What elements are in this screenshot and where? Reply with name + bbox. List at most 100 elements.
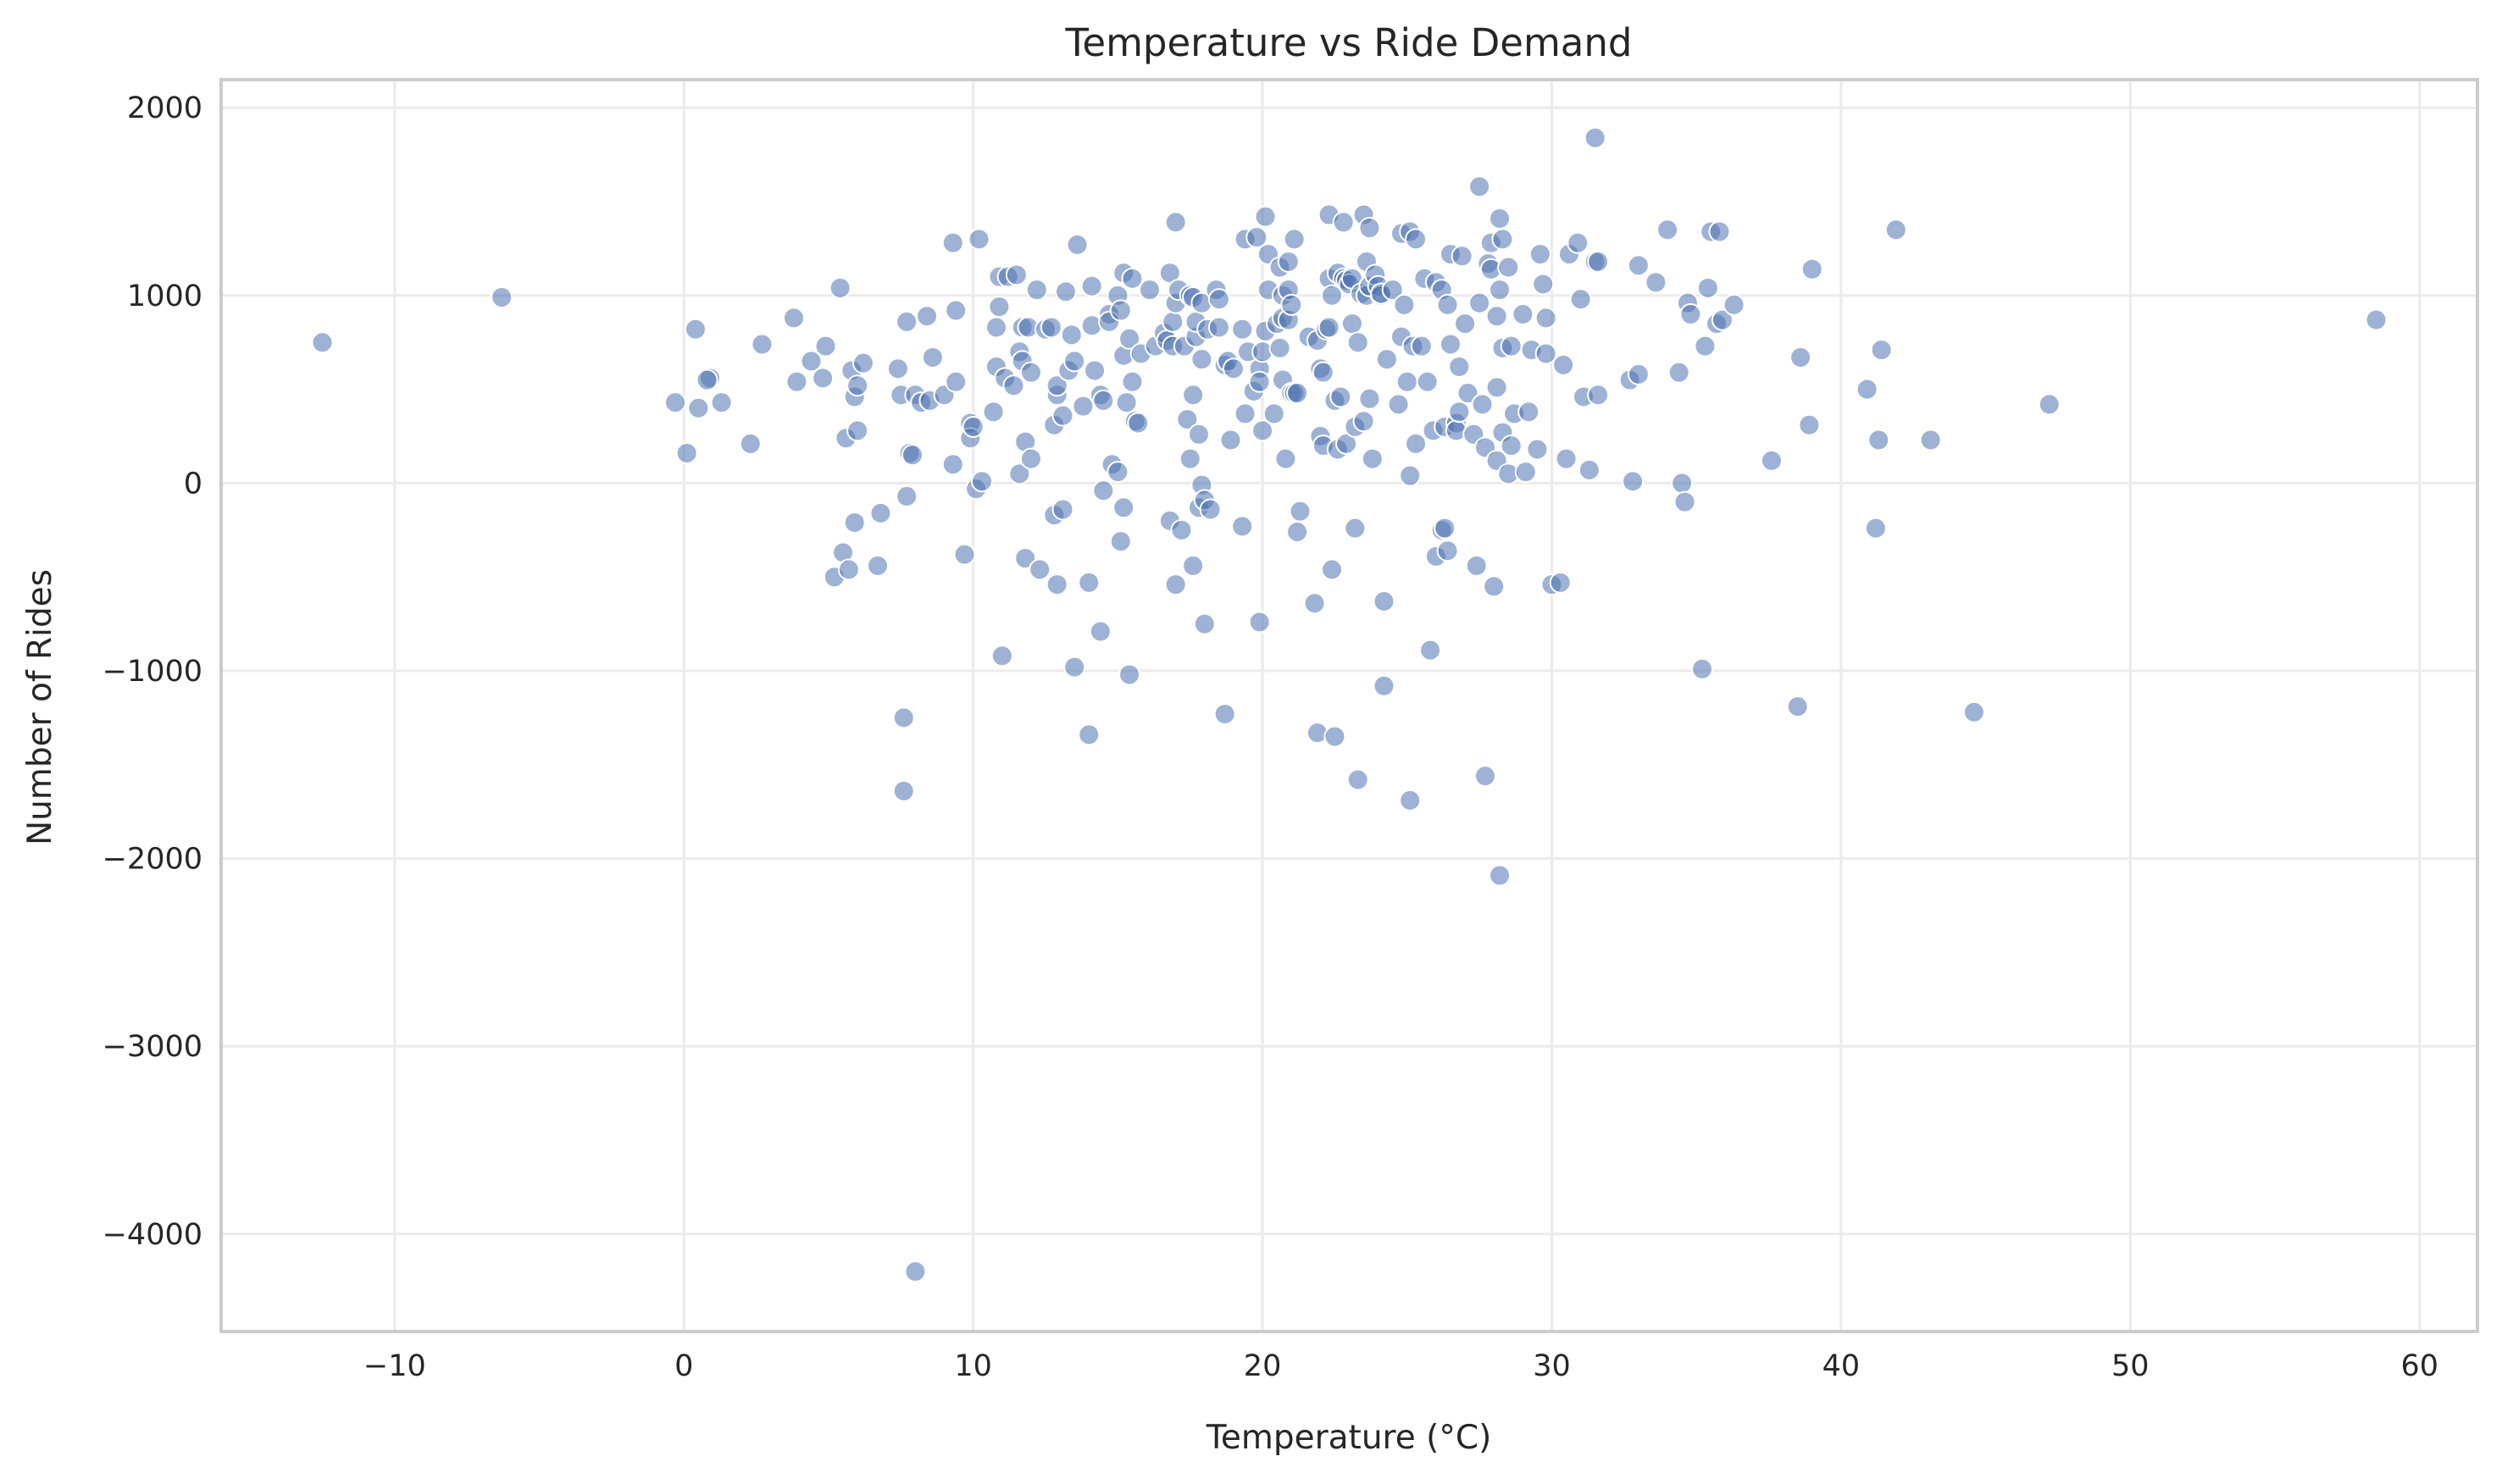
data-point bbox=[1361, 447, 1384, 470]
data-point bbox=[1627, 254, 1650, 277]
data-point bbox=[1080, 274, 1103, 297]
data-point bbox=[843, 511, 866, 534]
data-point bbox=[1517, 401, 1540, 424]
data-point bbox=[1207, 316, 1230, 339]
data-point bbox=[1500, 435, 1523, 457]
data-point bbox=[968, 228, 990, 251]
data-point bbox=[1454, 313, 1477, 335]
data-point bbox=[1448, 401, 1471, 424]
data-point bbox=[1387, 393, 1410, 416]
data-point bbox=[1489, 207, 1512, 230]
data-point bbox=[1471, 393, 1494, 416]
data-point bbox=[1262, 402, 1285, 425]
data-point bbox=[1395, 370, 1418, 393]
data-point bbox=[311, 331, 334, 354]
data-point bbox=[1534, 342, 1557, 365]
y-tick-label: −1000 bbox=[103, 655, 202, 689]
data-point bbox=[970, 470, 993, 493]
data-point bbox=[1410, 335, 1433, 357]
data-point bbox=[846, 374, 869, 397]
data-point bbox=[1182, 384, 1205, 407]
data-point bbox=[1219, 429, 1242, 451]
data-point bbox=[1346, 331, 1369, 354]
data-point bbox=[491, 286, 513, 309]
data-point bbox=[1500, 335, 1523, 357]
data-point bbox=[1019, 361, 1042, 384]
data-point bbox=[867, 554, 890, 577]
data-point bbox=[904, 1260, 927, 1283]
data-point bbox=[1373, 674, 1395, 697]
data-point bbox=[1867, 429, 1890, 451]
data-point bbox=[1046, 374, 1068, 397]
data-point bbox=[1798, 413, 1821, 436]
data-point bbox=[886, 357, 909, 380]
data-point bbox=[1627, 363, 1650, 385]
data-point bbox=[1321, 558, 1344, 581]
data-point bbox=[1054, 280, 1077, 303]
data-point bbox=[1245, 226, 1268, 249]
plot-frame bbox=[219, 78, 2479, 1333]
data-point bbox=[1277, 250, 1300, 273]
data-point bbox=[1399, 464, 1422, 487]
data-point bbox=[988, 296, 1011, 318]
data-point bbox=[1439, 333, 1462, 356]
data-point bbox=[1170, 518, 1193, 541]
data-point bbox=[1008, 462, 1031, 485]
data-point bbox=[1569, 288, 1592, 311]
data-point bbox=[829, 276, 852, 299]
data-point bbox=[1084, 359, 1107, 382]
data-point bbox=[1673, 490, 1696, 513]
data-point bbox=[1465, 554, 1488, 577]
data-point bbox=[696, 368, 718, 391]
data-point bbox=[1109, 299, 1132, 322]
data-point bbox=[1534, 307, 1557, 329]
data-point bbox=[1312, 361, 1334, 384]
data-point bbox=[1448, 356, 1471, 379]
data-point bbox=[1213, 702, 1236, 725]
data-point bbox=[814, 335, 837, 357]
data-point bbox=[953, 543, 976, 566]
data-point bbox=[1555, 447, 1578, 470]
data-point bbox=[1694, 335, 1717, 357]
data-point bbox=[1193, 612, 1216, 635]
data-point bbox=[1187, 423, 1210, 446]
data-point bbox=[892, 779, 915, 802]
data-point bbox=[1286, 521, 1309, 544]
data-point bbox=[1199, 498, 1222, 521]
data-point bbox=[1127, 412, 1150, 435]
data-point bbox=[1092, 479, 1115, 502]
data-point bbox=[962, 415, 985, 438]
data-point bbox=[1115, 391, 1138, 414]
data-point bbox=[1179, 447, 1201, 470]
data-point bbox=[1399, 789, 1422, 811]
data-point bbox=[1340, 313, 1363, 335]
data-point bbox=[1089, 620, 1112, 643]
data-point bbox=[1182, 554, 1205, 577]
data-point bbox=[1436, 293, 1459, 316]
data-point bbox=[1532, 273, 1555, 296]
data-point bbox=[1667, 361, 1690, 384]
data-point bbox=[1051, 404, 1074, 427]
x-tick-label: 40 bbox=[1822, 1349, 1861, 1383]
data-point bbox=[710, 391, 733, 414]
data-point bbox=[896, 485, 918, 507]
data-point bbox=[1190, 348, 1213, 371]
data-point bbox=[1856, 378, 1878, 401]
data-point bbox=[945, 299, 968, 322]
data-point bbox=[1231, 515, 1254, 538]
data-point bbox=[1118, 663, 1141, 686]
data-point bbox=[1405, 228, 1428, 251]
data-point bbox=[1373, 590, 1395, 613]
data-point bbox=[1121, 267, 1144, 290]
data-point bbox=[1323, 725, 1346, 748]
data-points bbox=[311, 126, 2388, 1283]
data-point bbox=[1884, 219, 1907, 241]
data-point bbox=[1489, 279, 1512, 302]
y-axis-label: Number of Rides bbox=[21, 569, 59, 845]
data-point bbox=[1332, 211, 1355, 234]
data-point bbox=[1066, 233, 1089, 256]
data-point bbox=[675, 441, 698, 464]
x-tick-label: 60 bbox=[2400, 1349, 2438, 1383]
data-point bbox=[1060, 324, 1083, 346]
